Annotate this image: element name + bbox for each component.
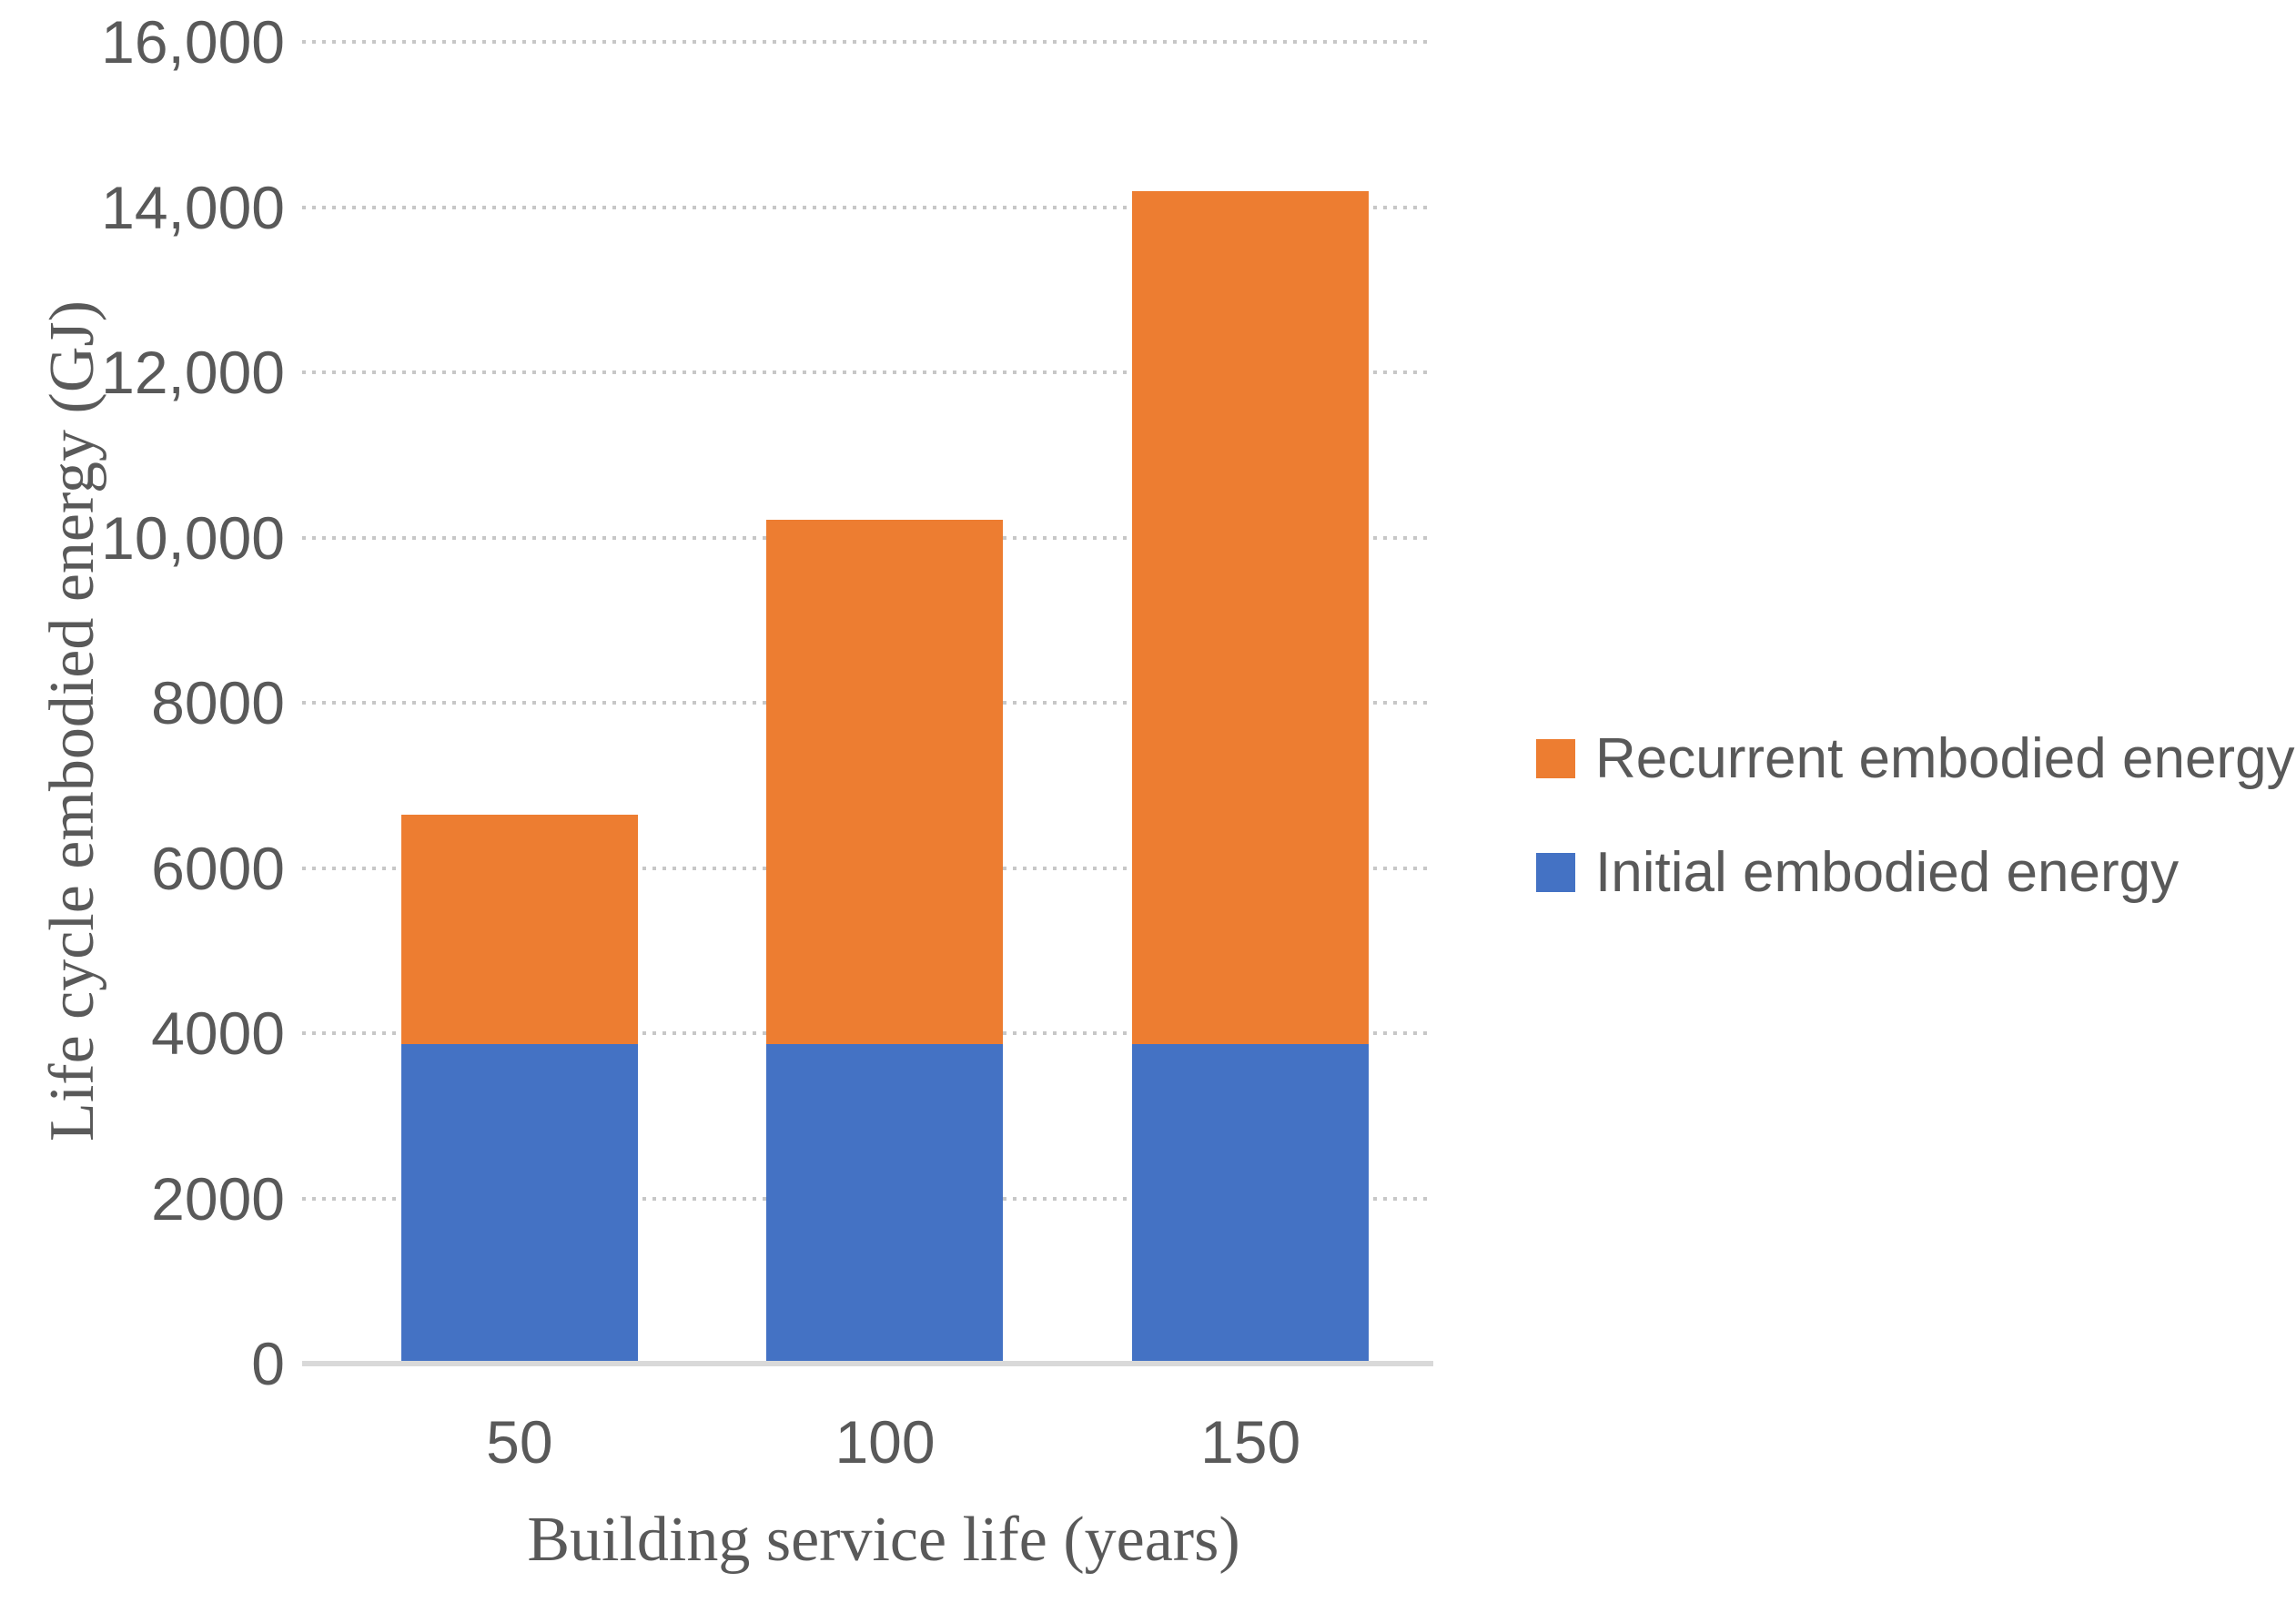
y-tick-label: 12,000 <box>101 339 285 406</box>
x-tick-label: 150 <box>1200 1408 1301 1476</box>
x-axis-title: Building service life (years) <box>527 1505 1240 1575</box>
y-tick-label: 10,000 <box>101 503 285 572</box>
x-tick-label: 100 <box>834 1408 936 1476</box>
x-axis-line <box>302 1361 1433 1366</box>
bar-segment-100-recurrent <box>766 520 1004 1044</box>
legend-swatch-recurrent <box>1536 738 1575 778</box>
legend-swatch-initial <box>1536 852 1575 892</box>
bar-segment-150-initial <box>1132 1043 1370 1364</box>
x-tick-label: 50 <box>486 1408 553 1476</box>
y-tick-label: 0 <box>251 1330 285 1397</box>
bar-150 <box>1067 42 1433 1364</box>
bars-layer <box>337 42 1433 1364</box>
y-tick-label: 16,000 <box>101 8 285 76</box>
gridline <box>302 40 1433 44</box>
y-tick-label: 14,000 <box>101 173 285 241</box>
y-tick-label: 6000 <box>151 834 285 902</box>
gridline <box>302 205 1433 209</box>
bar-segment-100-initial <box>766 1043 1004 1364</box>
legend-label-recurrent: Recurrent embodied energy <box>1595 726 2295 790</box>
y-tick-label: 2000 <box>151 1164 285 1233</box>
y-tick-label: 8000 <box>151 669 285 736</box>
bar-segment-50-initial <box>400 1043 638 1364</box>
bar-100 <box>703 42 1068 1364</box>
bar-segment-50-recurrent <box>400 815 638 1044</box>
legend-item-initial: Initial embodied energy <box>1536 839 2295 905</box>
plot-area <box>302 40 1433 1366</box>
legend-item-recurrent: Recurrent embodied energy <box>1536 725 2295 791</box>
gridline <box>302 370 1433 374</box>
y-tick-label: 4000 <box>151 999 285 1067</box>
legend: Recurrent embodied energy Initial embodi… <box>1536 725 2295 953</box>
bar-segment-150-recurrent <box>1132 191 1370 1044</box>
bar-50 <box>337 42 703 1364</box>
legend-label-initial: Initial embodied energy <box>1595 840 2180 904</box>
